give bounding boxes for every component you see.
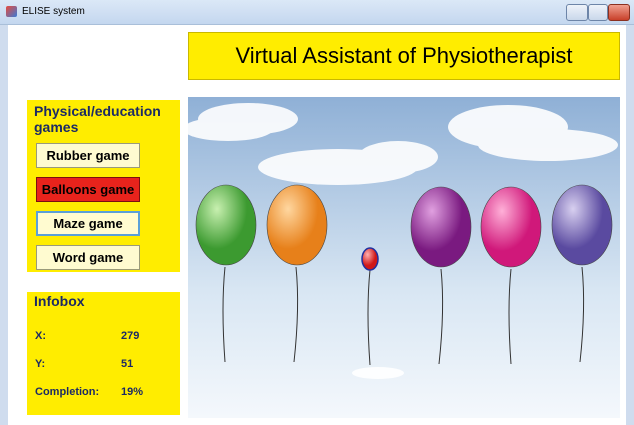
info-value: 19% [121, 386, 143, 398]
minimize-button[interactable] [566, 4, 588, 21]
balloon[interactable] [267, 185, 327, 265]
game-scene [188, 97, 620, 418]
app-icon [6, 6, 17, 17]
game-button[interactable]: Balloons game [36, 177, 140, 202]
window-title: ELISE system [22, 6, 85, 17]
app-window: {"window": {"title": "ELISE system"}, "h… [0, 0, 634, 425]
header-banner: Virtual Assistant of Physiotherapist [188, 32, 620, 80]
info-label: Completion: [35, 386, 99, 398]
group-title: Physical/education games [34, 103, 174, 135]
maximize-button[interactable] [588, 4, 608, 21]
close-button[interactable] [608, 4, 630, 21]
window-frame [0, 25, 8, 425]
info-label: X: [35, 330, 46, 342]
balloon[interactable] [196, 185, 256, 265]
info-value: 51 [121, 358, 133, 370]
group-title: Infobox [34, 293, 85, 309]
balloon[interactable] [411, 187, 471, 267]
window-frame [626, 25, 634, 425]
title-bar [0, 0, 634, 25]
balloon[interactable] [552, 185, 612, 265]
balloon[interactable] [481, 187, 541, 267]
game-button[interactable]: Rubber game [36, 143, 140, 168]
game-button[interactable]: Maze game [36, 211, 140, 236]
game-button[interactable]: Word game [36, 245, 140, 270]
info-value: 279 [121, 330, 139, 342]
info-label: Y: [35, 358, 45, 370]
balloon[interactable] [362, 248, 378, 270]
